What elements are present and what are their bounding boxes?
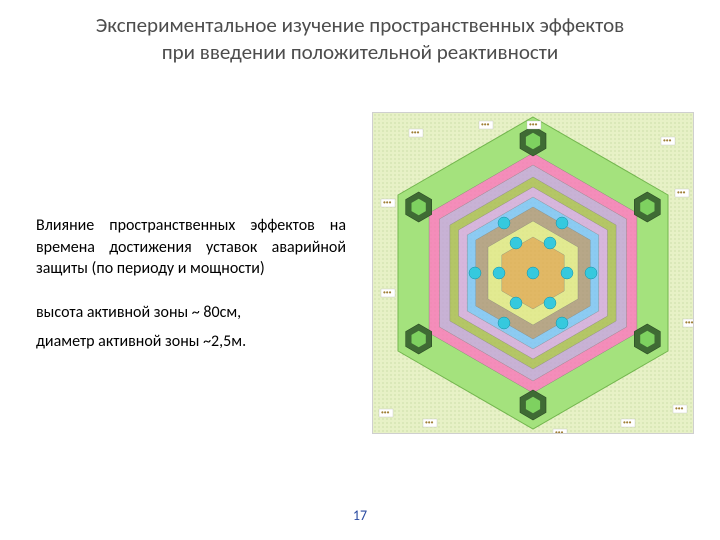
diagram-label-text-7: ••• <box>685 318 693 327</box>
page-number: 17 <box>0 507 720 524</box>
diagram-label-text-9: ••• <box>425 418 434 427</box>
paragraph-height: высота активной зоны ~ 80см, <box>36 302 346 324</box>
body-text-block: Влияние пространственных эффектов на вре… <box>36 215 346 361</box>
control-dot-3 <box>544 297 556 309</box>
diagram-label-text-4: ••• <box>677 188 686 197</box>
control-dot-0 <box>527 267 539 279</box>
control-dot-12 <box>498 217 510 229</box>
diagram-label-text-1: ••• <box>481 120 490 129</box>
diagram-label-text-8: ••• <box>381 408 390 417</box>
control-dot-1 <box>561 267 573 279</box>
diagram-label-text-10: ••• <box>555 428 564 433</box>
diagram-label-text-2: ••• <box>529 120 538 129</box>
control-dot-5 <box>544 237 556 249</box>
core-diagram-svg: ••• ••• ••• ••• ••• ••• ••• ••• ••• ••• ••• ••• ••• <box>373 113 693 433</box>
diagram-label-text-3: ••• <box>383 198 392 207</box>
title-line-2: при введении положительной реактивности <box>162 39 559 65</box>
slide-title: Экспериментальное изучение пространствен… <box>20 12 700 67</box>
diagram-label-text-5: ••• <box>663 136 672 145</box>
control-dot-10 <box>498 317 510 329</box>
reactor-core-diagram: ••• ••• ••• ••• ••• ••• ••• ••• ••• ••• ••• ••• ••• <box>372 112 694 434</box>
paragraph-diameter: диаметр активной зоны ~2,5м. <box>36 331 346 353</box>
paragraph-effects: Влияние пространственных эффектов на вре… <box>36 215 346 280</box>
control-dot-11 <box>556 217 568 229</box>
control-dot-6 <box>510 237 522 249</box>
control-dot-8 <box>469 267 481 279</box>
control-dot-2 <box>493 267 505 279</box>
control-dot-7 <box>585 267 597 279</box>
diagram-label-text-0: ••• <box>411 128 420 137</box>
title-line-1: Экспериментальное изучение пространствен… <box>96 12 624 38</box>
diagram-label-text-12: ••• <box>675 404 684 413</box>
control-dot-4 <box>510 297 522 309</box>
diagram-label-text-6: ••• <box>383 288 392 297</box>
control-dot-9 <box>556 317 568 329</box>
diagram-label-text-11: ••• <box>623 418 632 427</box>
